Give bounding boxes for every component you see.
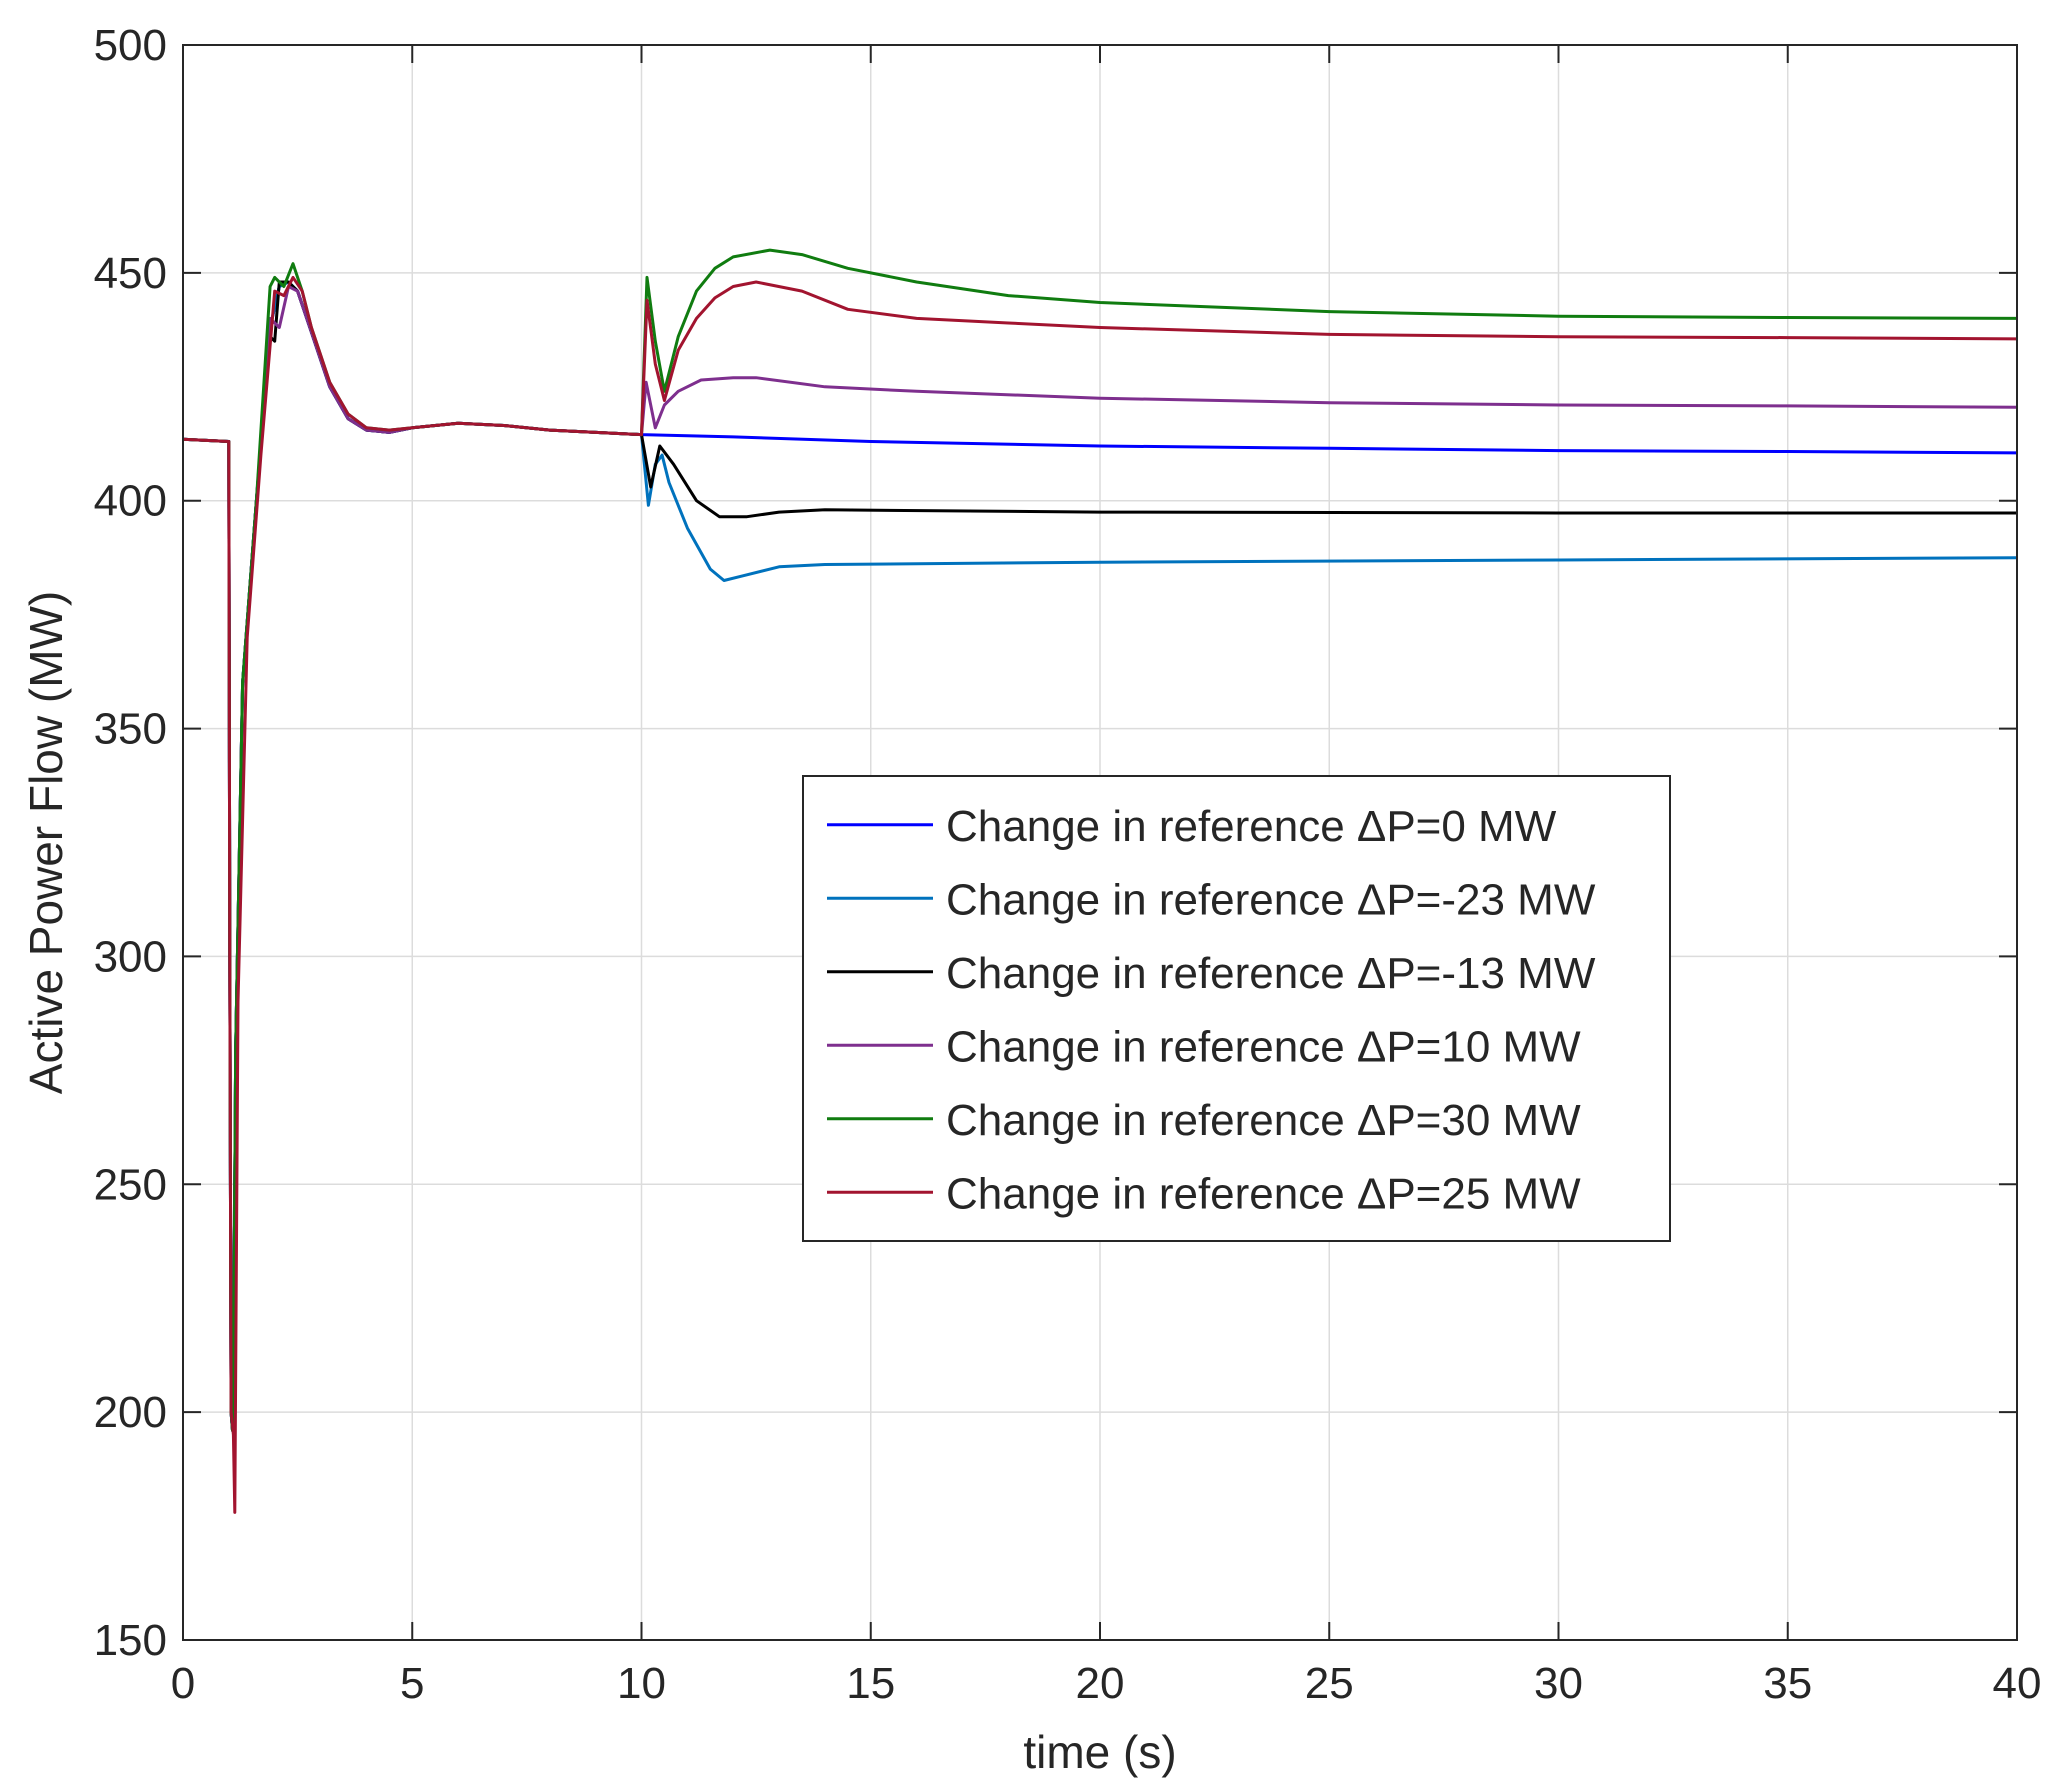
y-tick-label: 350	[94, 705, 167, 754]
series-line-5	[182, 275, 2018, 1514]
legend-label-3: Change in reference ΔP=10 MW	[946, 1022, 1581, 1071]
series-lines	[182, 248, 2018, 1514]
x-tick-label: 10	[617, 1659, 666, 1708]
axes: 0 5 10 15 20 25 30 35 40 150 200 250 300 350 400 450 500	[94, 21, 2042, 1708]
y-tick-label: 400	[94, 477, 167, 526]
x-tick-label: 20	[1076, 1659, 1125, 1708]
y-tick-label: 200	[94, 1388, 167, 1437]
y-tick-label: 450	[94, 249, 167, 298]
legend: Change in reference ΔP=0 MW Change in ref…	[802, 775, 1671, 1242]
y-tick-label: 250	[94, 1160, 167, 1209]
legend-label-4: Change in reference ΔP=30 MW	[946, 1096, 1581, 1145]
legend-box	[802, 775, 1671, 1242]
x-tick-label: 5	[400, 1659, 424, 1708]
y-tick-label: 300	[94, 932, 167, 981]
y-tick-label: 150	[94, 1616, 167, 1665]
y-axis-label: Active Power Flow (MW)	[20, 591, 72, 1094]
x-tick-label: 30	[1534, 1659, 1583, 1708]
x-tick-label: 35	[1763, 1659, 1812, 1708]
legend-label-0: Change in reference ΔP=0 MW	[946, 802, 1557, 851]
x-tick-label: 40	[1993, 1659, 2042, 1708]
y-tick-label: 500	[94, 21, 167, 70]
legend-label-5: Change in reference ΔP=25 MW	[946, 1169, 1581, 1218]
legend-label-1: Change in reference ΔP=-23 MW	[946, 875, 1596, 924]
legend-label-2: Change in reference ΔP=-13 MW	[946, 949, 1596, 998]
x-tick-label: 25	[1305, 1659, 1354, 1708]
x-tick-label: 0	[171, 1659, 195, 1708]
x-axis-label: time (s)	[1023, 1726, 1176, 1778]
x-tick-label: 15	[846, 1659, 895, 1708]
